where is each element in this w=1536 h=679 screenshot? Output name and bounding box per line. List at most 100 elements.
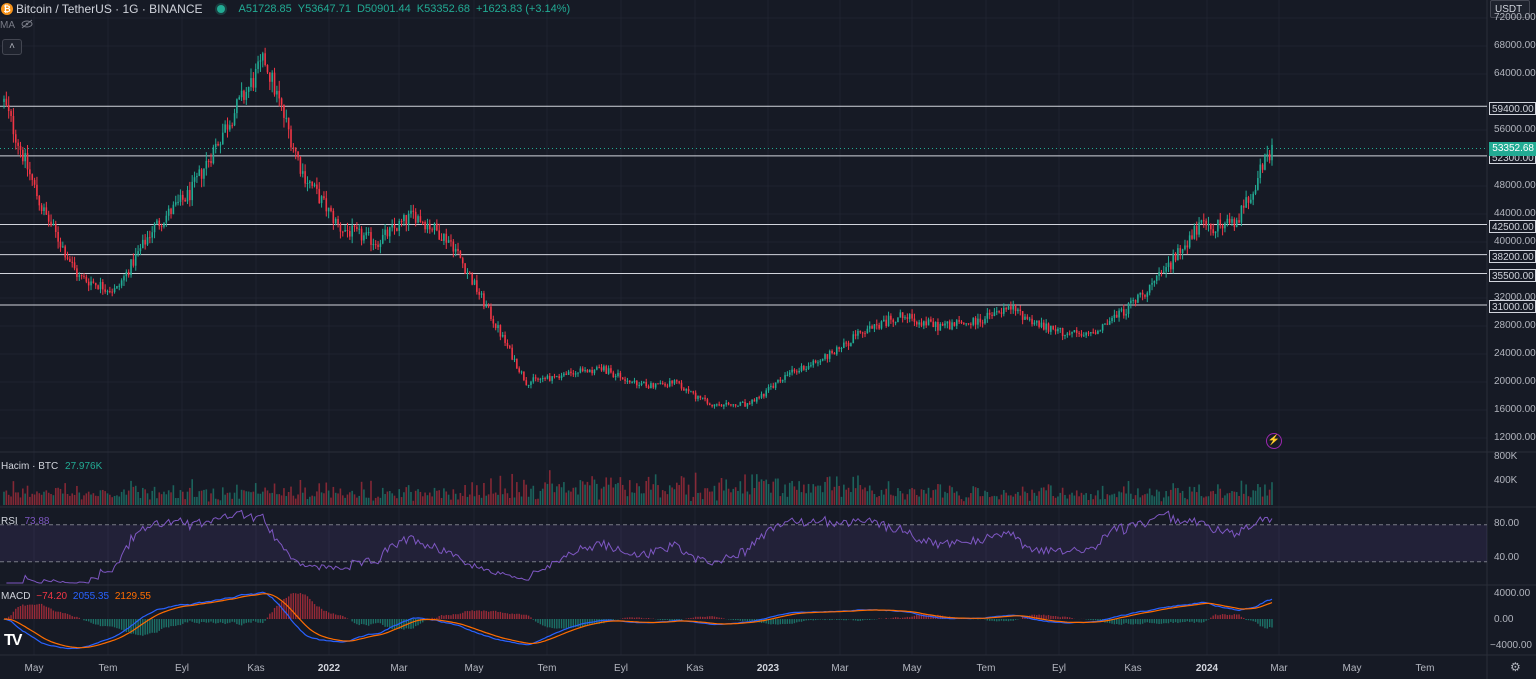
candle-body xyxy=(492,319,495,324)
volume-bar xyxy=(181,491,184,505)
volume-bar xyxy=(238,498,241,505)
macd-histogram-bar xyxy=(1228,614,1231,619)
candle-body xyxy=(939,323,942,331)
candle-body xyxy=(979,318,982,323)
volume-bar xyxy=(650,489,652,505)
candle-body xyxy=(640,383,643,386)
macd-histogram-bar xyxy=(1043,614,1045,619)
candle-body xyxy=(937,321,939,331)
candle-body xyxy=(532,377,535,382)
volume-bar xyxy=(153,486,156,505)
macd-histogram-bar xyxy=(191,619,193,622)
volume-bar xyxy=(109,494,111,505)
gear-icon[interactable]: ⚙ xyxy=(1510,660,1521,674)
macd-histogram-bar xyxy=(1141,619,1144,624)
candle-body xyxy=(137,251,139,255)
volume-bar xyxy=(1057,496,1059,505)
volume-bar xyxy=(671,487,673,505)
volume-bar xyxy=(680,476,683,505)
macd-histogram-bar xyxy=(90,619,92,623)
macd-histogram-bar xyxy=(1240,616,1243,619)
candle-body xyxy=(899,312,902,318)
volume-bar xyxy=(998,499,1000,505)
candle-body xyxy=(591,369,593,374)
tradingview-logo[interactable]: TV xyxy=(4,632,23,649)
candle-body xyxy=(414,211,417,223)
candle-body xyxy=(1033,322,1036,325)
candle-body xyxy=(181,194,184,200)
volume-bar xyxy=(332,486,335,505)
volume-bar xyxy=(1174,488,1177,505)
macd-histogram-bar xyxy=(40,603,43,619)
candle-body xyxy=(1155,275,1158,281)
candle-body xyxy=(955,320,958,326)
eye-hidden-icon[interactable] xyxy=(21,19,33,32)
candle-body xyxy=(963,323,965,325)
volume-bar xyxy=(817,485,819,505)
volume-bar xyxy=(619,477,622,505)
volume-bar xyxy=(1233,491,1236,505)
volume-bar xyxy=(937,484,939,505)
macd-histogram-bar xyxy=(47,607,50,619)
candle-body xyxy=(974,318,977,325)
volume-bar xyxy=(468,494,471,505)
volume-tick-1: 400K xyxy=(1494,475,1518,486)
candle-body xyxy=(1151,282,1153,285)
volume-bar xyxy=(527,496,530,505)
macd-histogram-bar xyxy=(732,619,734,621)
macd-histogram-bar xyxy=(777,619,779,625)
candle-body xyxy=(386,229,389,237)
volume-bar xyxy=(125,494,128,505)
volume-bar xyxy=(221,487,224,505)
macd-histogram-bar xyxy=(494,610,497,619)
macd-histogram-bar xyxy=(452,614,455,619)
macd-histogram-bar xyxy=(167,619,170,628)
candle-body xyxy=(713,404,716,407)
candle-body xyxy=(1134,299,1137,303)
candle-body xyxy=(791,369,793,373)
symbol-title[interactable]: Bitcoin / TetherUS · 1G · BINANCE xyxy=(16,2,203,16)
macd-histogram-bar xyxy=(730,619,732,620)
volume-bar xyxy=(767,484,770,505)
lightning-alert-icon[interactable]: ⚡ xyxy=(1266,433,1282,449)
macd-histogram-bar xyxy=(901,617,904,619)
candle-body xyxy=(349,230,351,237)
candle-body xyxy=(245,91,248,100)
price-tick: 72000.00 xyxy=(1494,12,1536,23)
volume-bar xyxy=(76,485,78,505)
candle-body xyxy=(588,369,591,373)
macd-histogram-bar xyxy=(530,617,532,619)
volume-bar xyxy=(805,493,808,505)
candle-body xyxy=(280,98,283,105)
macd-histogram-bar xyxy=(447,615,450,619)
volume-bar xyxy=(1141,495,1144,505)
candle-body xyxy=(1054,329,1057,332)
volume-bar xyxy=(520,496,523,505)
candle-body xyxy=(1118,310,1120,318)
volume-bar xyxy=(913,489,916,505)
volume-bar xyxy=(803,484,805,505)
currency-selector[interactable]: USDT xyxy=(1490,0,1530,18)
ma-indicator-row[interactable]: MA xyxy=(0,19,33,32)
volume-bar xyxy=(847,487,850,505)
macd-histogram-bar xyxy=(144,619,146,635)
macd-histogram-bar xyxy=(1174,619,1177,623)
candle-body xyxy=(464,263,466,274)
volume-bar xyxy=(59,488,62,505)
candle-body xyxy=(1014,305,1017,312)
chevron-up-icon[interactable]: ˄ xyxy=(2,39,22,55)
candle-body xyxy=(334,218,337,224)
candle-body xyxy=(598,367,600,369)
volume-bar xyxy=(1184,497,1186,505)
volume-bar xyxy=(327,490,330,505)
volume-bar xyxy=(668,485,671,505)
macd-histogram-bar xyxy=(840,619,843,620)
volume-bar xyxy=(563,482,565,505)
volume-bar xyxy=(908,489,911,505)
volume-bar xyxy=(814,486,817,505)
macd-histogram-bar xyxy=(1057,616,1059,619)
time-tick: Eyl xyxy=(614,663,628,674)
macd-histogram-bar xyxy=(135,619,137,635)
close-value: K53352.68 xyxy=(417,3,470,15)
